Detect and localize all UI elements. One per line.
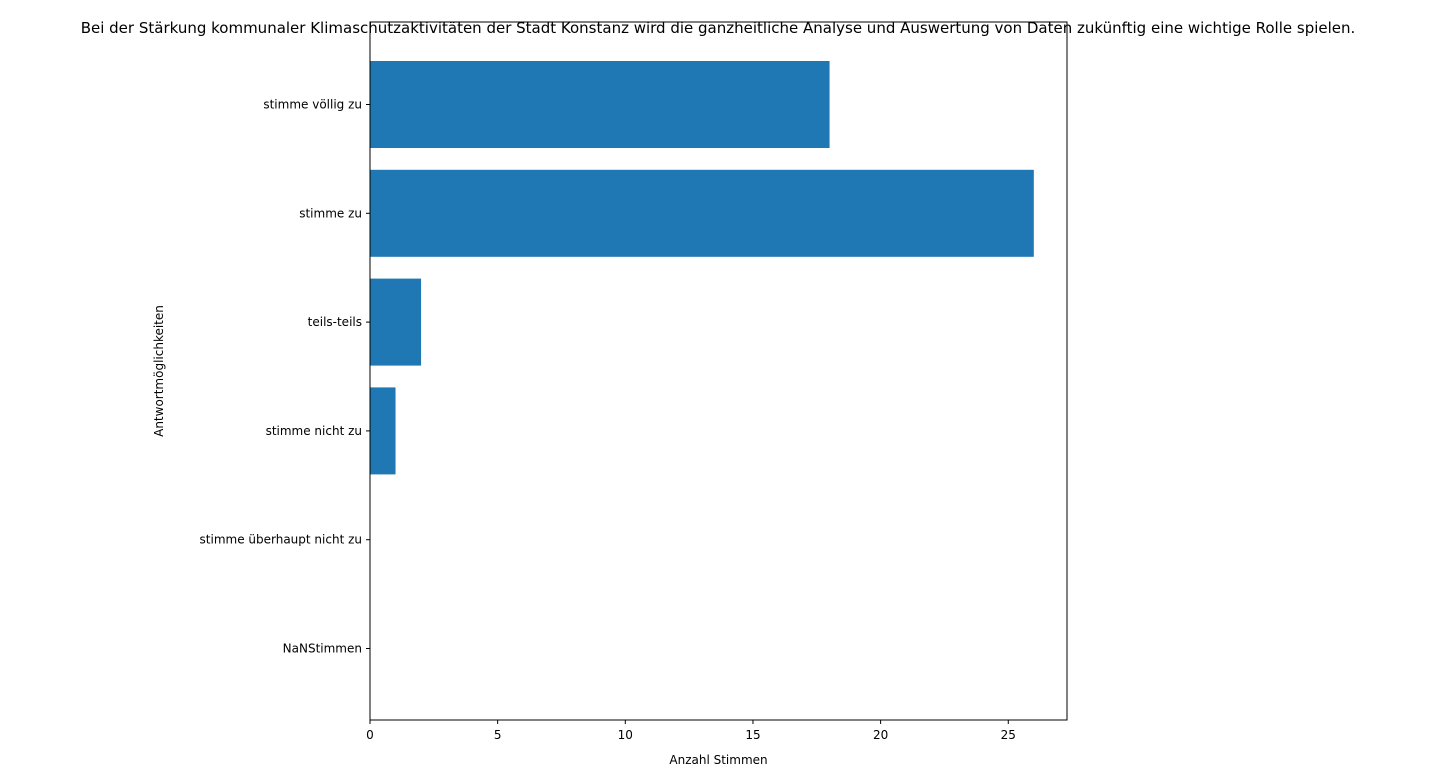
bar-group — [370, 61, 1034, 475]
y-tick-label: stimme völlig zu — [263, 98, 362, 112]
y-axis-ticks: stimme völlig zu stimme zu teils-teils stim… — [200, 98, 370, 656]
y-tick-label: stimme zu — [299, 206, 362, 220]
bar-3 — [370, 387, 396, 475]
chart-title: Bei der Stärkung kommunaler Klimaschutza… — [81, 19, 1356, 37]
bar-1 — [370, 169, 1034, 257]
y-tick-label: NaNStimmen — [283, 642, 362, 656]
x-tick-label: 10 — [618, 728, 633, 742]
x-tick-label: 25 — [1001, 728, 1016, 742]
x-axis-label: Anzahl Stimmen — [669, 753, 767, 767]
y-tick-label: teils-teils — [308, 315, 362, 329]
x-tick-label: 20 — [873, 728, 888, 742]
x-axis-ticks: 0 5 10 15 20 25 — [366, 720, 1016, 742]
plot-area: 0 5 10 15 20 25 stimme völlig zu stimme zu teil… — [200, 21, 1068, 742]
x-tick-label: 15 — [745, 728, 760, 742]
x-tick-label: 5 — [494, 728, 502, 742]
y-tick-label: stimme überhaupt nicht zu — [200, 533, 362, 547]
axes-frame — [369, 21, 1068, 721]
y-axis-label: Antwortmöglichkeiten — [152, 305, 166, 437]
x-tick-label: 0 — [366, 728, 374, 742]
bar-2 — [370, 278, 422, 366]
bar-0 — [370, 61, 830, 148]
y-tick-label: stimme nicht zu — [266, 424, 362, 438]
